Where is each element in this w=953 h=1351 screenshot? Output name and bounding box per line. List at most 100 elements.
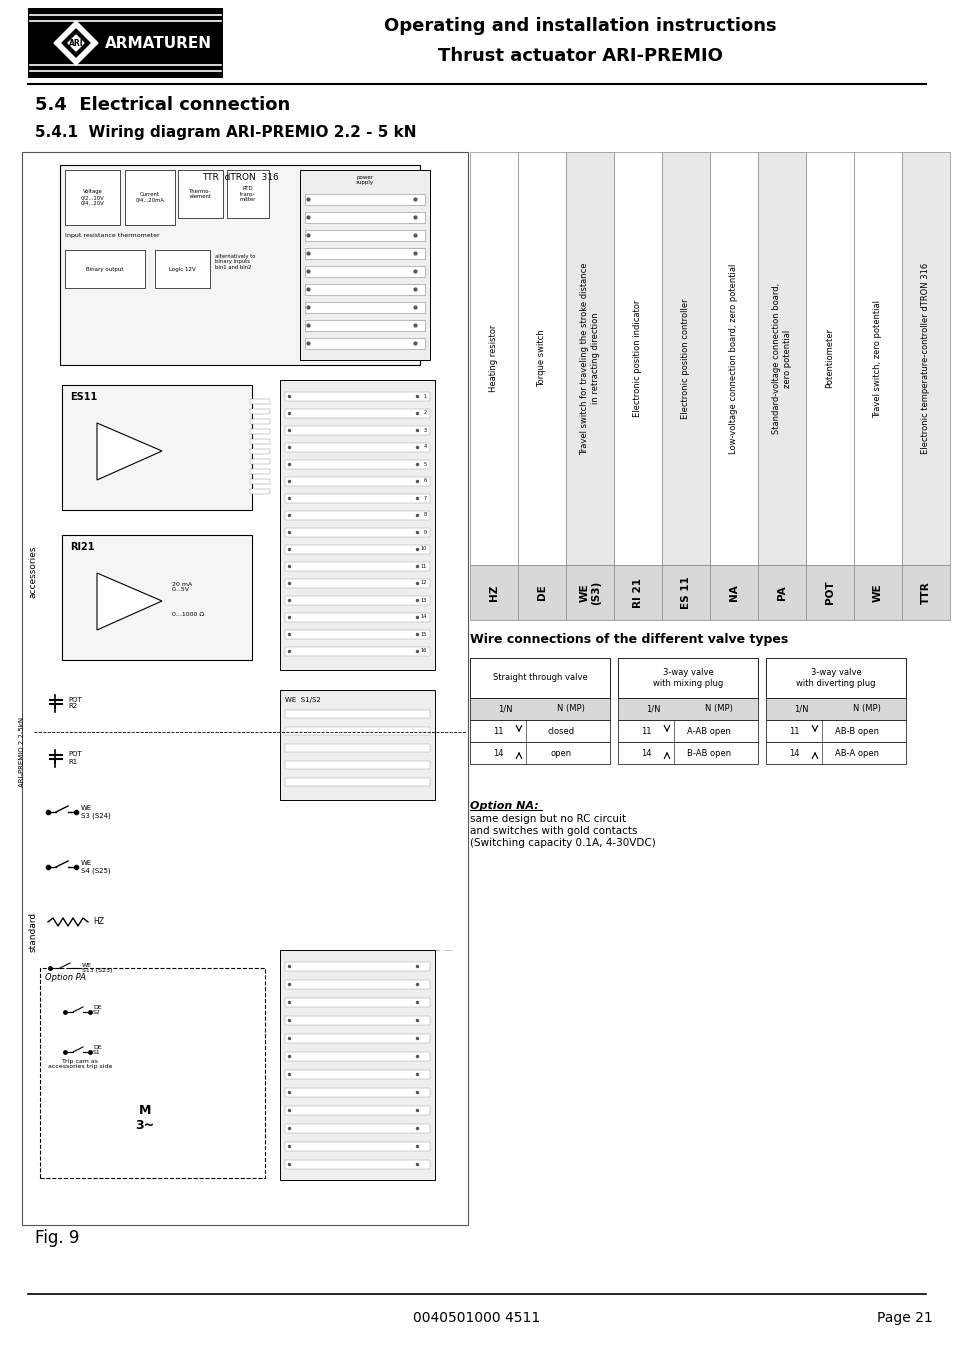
Text: 10: 10	[420, 547, 427, 551]
Text: WE: WE	[872, 584, 882, 601]
Text: Logic 12V: Logic 12V	[169, 266, 195, 272]
Text: ES 11: ES 11	[680, 576, 690, 609]
Bar	[618, 698, 758, 720]
Polygon shape	[97, 423, 162, 480]
Text: ES11: ES11	[70, 392, 97, 403]
Text: Binary output: Binary output	[86, 266, 124, 272]
Text: ARMATUREN: ARMATUREN	[105, 35, 212, 50]
Text: Trip cam as
accessories trip side: Trip cam as accessories trip side	[48, 1059, 112, 1070]
Text: WE
(S3): WE (S3)	[578, 581, 600, 605]
Text: HZ: HZ	[489, 585, 498, 601]
Bar	[250, 419, 270, 424]
Text: Page 21: Page 21	[876, 1310, 932, 1325]
Bar	[250, 480, 270, 484]
Polygon shape	[54, 22, 98, 65]
Text: POT
R2: POT R2	[68, 697, 82, 709]
Bar	[285, 1070, 430, 1079]
Bar	[470, 720, 609, 742]
Text: Straight through valve: Straight through valve	[492, 674, 587, 682]
Text: DE: DE	[537, 585, 546, 600]
Text: PA: PA	[776, 585, 786, 600]
Text: Option PA: Option PA	[45, 974, 86, 982]
Bar	[280, 690, 435, 800]
Bar	[765, 742, 905, 765]
Text: Voltage
0/2...10V
0/4...20V: Voltage 0/2...10V 0/4...20V	[81, 189, 104, 205]
Text: same design but no RC circuit
and switches with gold contacts
(Switching capacit: same design but no RC circuit and switch…	[470, 815, 655, 847]
Text: WE
S4 (S25): WE S4 (S25)	[81, 861, 111, 874]
Text: DE
S1: DE S1	[92, 1044, 102, 1055]
Bar	[758, 153, 805, 565]
Text: B-AB open: B-AB open	[686, 748, 730, 758]
Text: Operating and installation instructions: Operating and installation instructions	[383, 18, 776, 35]
Bar	[65, 170, 120, 226]
Circle shape	[107, 1079, 183, 1156]
Bar	[227, 170, 269, 218]
Bar	[28, 8, 223, 78]
Text: DE
S2: DE S2	[92, 1005, 102, 1016]
Bar	[250, 459, 270, 463]
Bar	[305, 320, 424, 331]
Bar	[250, 439, 270, 444]
Text: A-AB open: A-AB open	[686, 727, 730, 735]
Text: Heating resistor: Heating resistor	[489, 324, 498, 392]
Bar	[65, 250, 145, 288]
Text: Low-voltage connection board, zero potential: Low-voltage connection board, zero poten…	[729, 263, 738, 454]
Bar	[758, 565, 805, 620]
Bar	[661, 153, 709, 565]
Bar	[285, 630, 430, 639]
Text: 0...1000 Ω: 0...1000 Ω	[172, 612, 204, 617]
Text: 7: 7	[423, 496, 427, 500]
Bar	[618, 742, 758, 765]
Bar	[299, 170, 430, 359]
Bar	[280, 950, 435, 1179]
Bar	[618, 720, 758, 742]
Text: 1/N: 1/N	[793, 704, 807, 713]
Text: HZ: HZ	[92, 917, 104, 927]
Text: Electronic position indicator: Electronic position indicator	[633, 300, 641, 417]
Bar	[250, 399, 270, 404]
Bar	[285, 1161, 430, 1169]
Text: 16: 16	[420, 648, 427, 654]
Bar	[618, 658, 758, 698]
Bar	[250, 489, 270, 494]
Bar	[470, 565, 517, 620]
Text: 3-way valve
with mixing plug: 3-way valve with mixing plug	[652, 669, 722, 688]
Text: 14: 14	[420, 615, 427, 620]
Bar	[285, 1142, 430, 1151]
Bar	[305, 212, 424, 223]
Bar	[470, 698, 609, 720]
Bar	[709, 565, 758, 620]
Text: power
supply: power supply	[355, 174, 374, 185]
Bar	[285, 409, 430, 417]
Text: 0040501000 4511: 0040501000 4511	[413, 1310, 540, 1325]
Text: alternatively to
binary inputs
bln1 and bln2: alternatively to binary inputs bln1 and …	[214, 254, 255, 270]
Text: standard: standard	[29, 912, 37, 952]
Bar	[517, 565, 565, 620]
Bar	[285, 392, 430, 401]
Bar	[853, 153, 901, 565]
Bar	[901, 565, 949, 620]
Bar	[517, 153, 565, 565]
Bar	[285, 459, 430, 469]
Text: RI 21: RI 21	[633, 577, 642, 608]
Bar	[285, 443, 430, 453]
Text: open: open	[550, 748, 571, 758]
Bar	[285, 761, 430, 769]
Bar	[250, 449, 270, 454]
Bar	[285, 580, 430, 588]
Text: Standard-voltage connection board,
zero potential: Standard-voltage connection board, zero …	[772, 282, 791, 434]
Bar	[285, 528, 430, 536]
Text: AB-B open: AB-B open	[834, 727, 878, 735]
Bar	[285, 613, 430, 621]
Text: 6: 6	[423, 478, 427, 484]
Text: Input resistance thermometer: Input resistance thermometer	[65, 232, 159, 238]
Bar	[285, 1106, 430, 1115]
Bar	[285, 711, 430, 717]
Bar	[22, 153, 468, 1225]
Bar	[250, 409, 270, 413]
Text: 14: 14	[493, 748, 503, 758]
Bar	[285, 511, 430, 520]
Bar	[285, 744, 430, 753]
Text: ARI: ARI	[69, 38, 83, 47]
Text: accessories: accessories	[29, 546, 37, 598]
